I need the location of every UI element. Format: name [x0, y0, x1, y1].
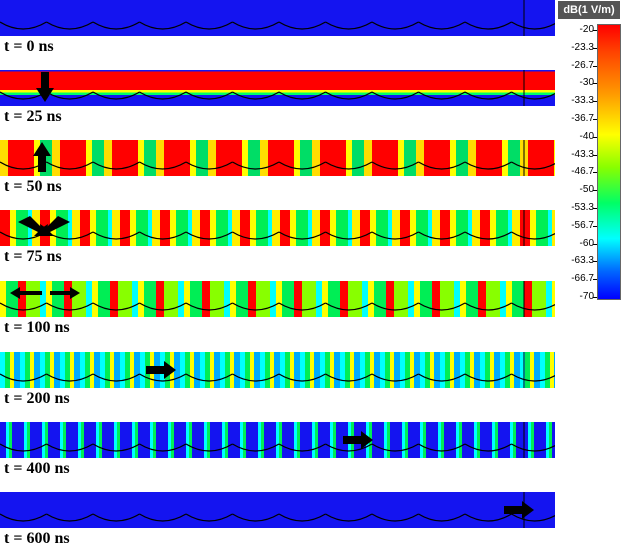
panel-overlay	[0, 0, 555, 36]
colorbar-tick-label: -20	[556, 25, 594, 35]
colorbar-tick	[593, 190, 597, 191]
panel-overlay	[0, 352, 555, 388]
field-panel	[0, 0, 555, 36]
colorbar-tick-label: -46.7	[556, 167, 594, 177]
field-panel	[0, 281, 555, 317]
direction-arrow	[36, 72, 54, 102]
colorbar-tick	[593, 155, 597, 156]
direction-arrow	[40, 216, 70, 236]
interface-curve	[0, 303, 555, 310]
colorbar-tick	[593, 226, 597, 227]
time-label: t = 100 ns	[4, 319, 70, 337]
field-panel	[0, 210, 555, 246]
interface-curve	[0, 22, 555, 29]
colorbar-tick	[593, 48, 597, 49]
colorbar-tick	[593, 83, 597, 84]
panel-overlay	[0, 140, 555, 176]
direction-arrow	[50, 287, 80, 299]
colorbar-tick-label: -63.3	[556, 256, 594, 266]
colorbar-tick-label: -33.3	[556, 96, 594, 106]
colorbar-tick	[593, 101, 597, 102]
colorbar-tick	[593, 244, 597, 245]
panel-overlay	[0, 492, 555, 528]
panel-overlay	[0, 422, 555, 458]
colorbar-tick-label: -40	[556, 132, 594, 142]
direction-arrow	[146, 361, 176, 379]
colorbar-tick-label: -26.7	[556, 61, 594, 71]
colorbar-tick-label: -30	[556, 78, 594, 88]
colorbar-tick-label: -60	[556, 239, 594, 249]
time-label: t = 400 ns	[4, 460, 70, 478]
interface-curve	[0, 374, 555, 381]
colorbar-tick	[593, 297, 597, 298]
panel-overlay	[0, 70, 555, 106]
colorbar-tick-label: -70	[556, 292, 594, 302]
colorbar-tick	[593, 137, 597, 138]
colorbar-tick-label: -43.3	[556, 150, 594, 160]
time-label: t = 600 ns	[4, 530, 70, 548]
time-label: t = 75 ns	[4, 248, 62, 266]
field-panel	[0, 70, 555, 106]
interface-curve	[0, 514, 555, 521]
colorbar-tick	[593, 66, 597, 67]
colorbar-tick-label: -56.7	[556, 221, 594, 231]
interface-curve	[0, 232, 555, 239]
colorbar-tick	[593, 172, 597, 173]
colorbar-tick-label: -66.7	[556, 274, 594, 284]
panel-overlay	[0, 210, 555, 246]
colorbar-tick-label: -50	[556, 185, 594, 195]
page: dB(1 V/m) (() => { const data = JSON.par…	[0, 0, 622, 556]
panel-overlay	[0, 281, 555, 317]
field-panel	[0, 140, 555, 176]
colorbar-tick	[593, 30, 597, 31]
interface-curve	[0, 92, 555, 99]
colorbar-tick	[593, 279, 597, 280]
colorbar-tick-label: -36.7	[556, 114, 594, 124]
colorbar-tick	[593, 119, 597, 120]
colorbar-tick	[593, 261, 597, 262]
time-label: t = 25 ns	[4, 108, 62, 126]
interface-curve	[0, 162, 555, 169]
colorbar-tick-label: -23.3	[556, 43, 594, 53]
field-panel	[0, 492, 555, 528]
time-label: t = 200 ns	[4, 390, 70, 408]
colorbar-tick	[593, 208, 597, 209]
colorbar-title: dB(1 V/m)	[558, 1, 620, 19]
field-panel	[0, 422, 555, 458]
interface-curve	[0, 444, 555, 451]
direction-arrow	[10, 287, 42, 299]
field-panel	[0, 352, 555, 388]
time-label: t = 50 ns	[4, 178, 62, 196]
time-label: t = 0 ns	[4, 38, 54, 56]
colorbar-tick-label: -53.3	[556, 203, 594, 213]
colorbar	[597, 24, 621, 300]
